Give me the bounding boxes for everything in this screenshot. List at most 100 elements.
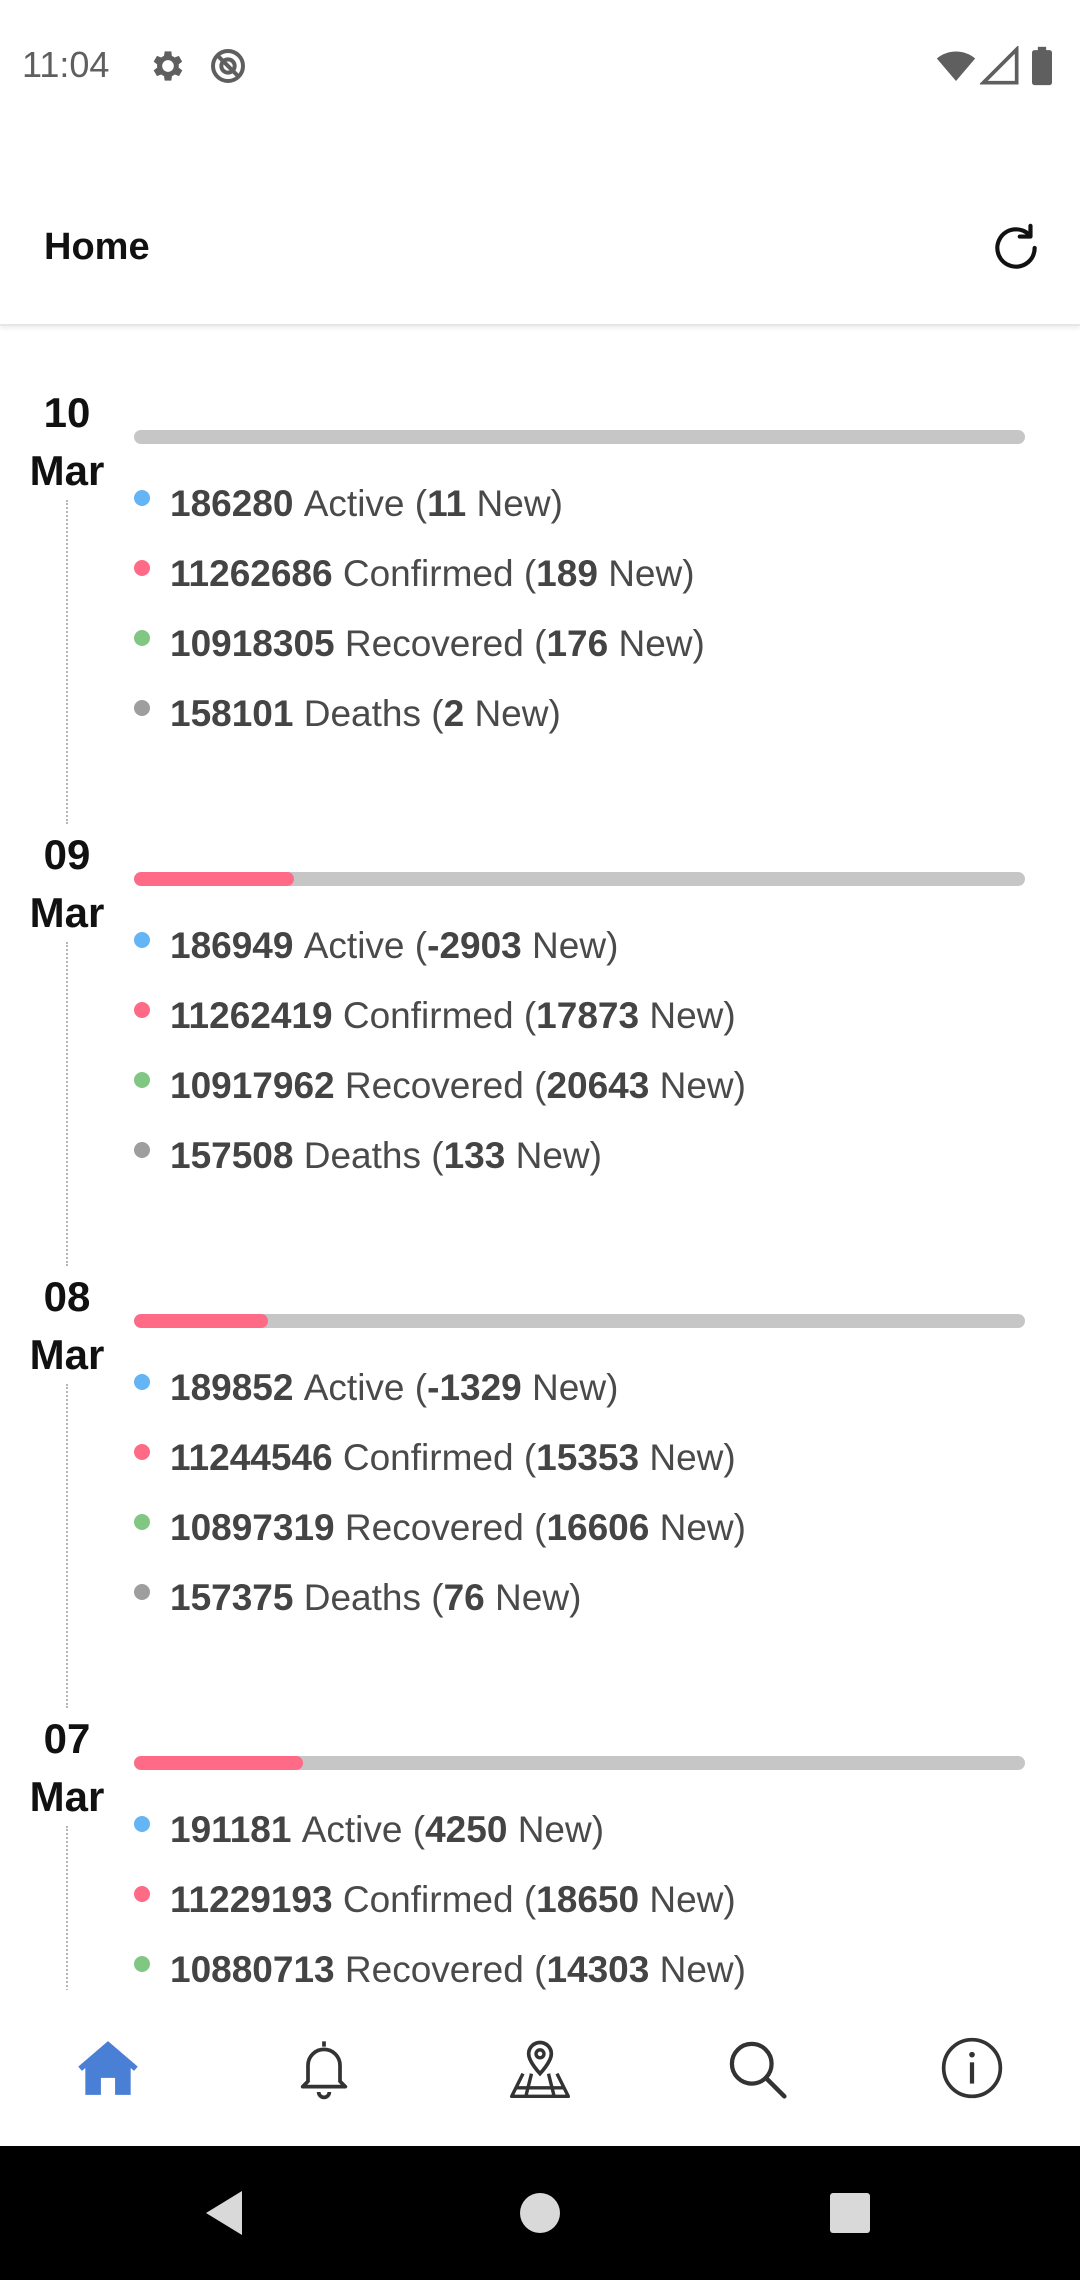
- stat-active: 186949 Active (-2903 New): [134, 918, 618, 974]
- system-back-button[interactable]: [192, 2181, 256, 2245]
- no-sim-icon: [208, 46, 248, 86]
- back-icon: [206, 2191, 242, 2235]
- stat-value: 11262686: [170, 553, 333, 594]
- stat-active: 191181 Active (4250 New): [134, 1802, 604, 1858]
- confirmed-dot-icon: [134, 560, 150, 576]
- stat-new-suffix: New: [618, 623, 693, 664]
- stat-value: 186949: [170, 925, 294, 966]
- progress-bar: [134, 1756, 1025, 1770]
- stat-value: 10917962: [170, 1065, 335, 1106]
- timeline-connector: [66, 942, 68, 1266]
- stat-label: Deaths: [303, 1135, 421, 1176]
- bell-icon: [300, 2041, 348, 2100]
- stat-deaths: 157375 Deaths (76 New): [134, 1570, 581, 1626]
- stat-label: Active: [301, 1809, 403, 1850]
- status-time: 11:04: [22, 44, 110, 85]
- gear-icon: [148, 46, 188, 86]
- stat-label: Active: [303, 1367, 405, 1408]
- stat-value: 189852: [170, 1367, 294, 1408]
- date-day: 08: [43, 1273, 91, 1320]
- stat-new: 133: [443, 1135, 506, 1176]
- system-home-button[interactable]: [508, 2181, 572, 2245]
- timeline-list[interactable]: 10 Mar 186280 Active (11 New) 11262686 C…: [0, 326, 1080, 1990]
- stat-label: Deaths: [303, 693, 421, 734]
- date-label: 09 Mar: [0, 826, 134, 942]
- stat-confirmed: 11244546 Confirmed (15353 New): [134, 1430, 736, 1486]
- stat-recovered: 10897319 Recovered (16606 New): [134, 1500, 746, 1556]
- date-label: 10 Mar: [0, 384, 134, 500]
- stat-new-suffix: New: [532, 1367, 607, 1408]
- date-day: 10: [43, 389, 91, 436]
- stat-label: Confirmed: [342, 995, 514, 1036]
- stat-value: 191181: [170, 1809, 292, 1850]
- stat-value: 10918305: [170, 623, 335, 664]
- page-title: Home: [44, 226, 150, 268]
- info-icon: [941, 2037, 1003, 2099]
- date-day: 07: [43, 1715, 91, 1762]
- active-dot-icon: [134, 932, 150, 948]
- stat-label: Active: [303, 925, 405, 966]
- recovered-dot-icon: [134, 1514, 150, 1530]
- stat-value: 10880713: [170, 1949, 335, 1990]
- status-bar: 11:04: [0, 0, 1080, 134]
- progress-bar: [134, 430, 1025, 444]
- stat-deaths: 158101 Deaths (2 New): [134, 686, 561, 742]
- nav-info[interactable]: [864, 1990, 1080, 2146]
- stat-new-suffix: New: [495, 1577, 570, 1618]
- nav-home[interactable]: [0, 1990, 216, 2146]
- search-icon: [729, 2041, 787, 2099]
- system-nav-bar: [0, 2146, 1080, 2280]
- stat-confirmed: 11229193 Confirmed (18650 New): [134, 1872, 736, 1928]
- stat-new: -2903: [427, 925, 522, 966]
- stat-label: Confirmed: [342, 1437, 514, 1478]
- stat-new-suffix: New: [515, 1135, 590, 1176]
- stat-confirmed: 11262419 Confirmed (17873 New): [134, 988, 736, 1044]
- timeline-connector: [66, 500, 68, 824]
- stat-new: 189: [536, 553, 598, 594]
- nav-search[interactable]: [648, 1990, 864, 2146]
- stat-new: 2: [443, 693, 465, 734]
- stat-new-suffix: New: [608, 553, 683, 594]
- refresh-button[interactable]: [984, 216, 1048, 280]
- nav-map[interactable]: [432, 1990, 648, 2146]
- date-month: Mar: [29, 889, 105, 936]
- stat-value: 186280: [170, 483, 294, 524]
- stat-new-suffix: New: [659, 1949, 734, 1990]
- progress-bar: [134, 1314, 1025, 1328]
- stat-new: 16606: [546, 1507, 650, 1548]
- bottom-nav: [0, 1990, 1080, 2146]
- stat-value: 157508: [170, 1135, 294, 1176]
- active-dot-icon: [134, 1374, 150, 1390]
- stat-new-suffix: New: [649, 1437, 724, 1478]
- date-month: Mar: [29, 1773, 105, 1820]
- stat-new-suffix: New: [517, 1809, 592, 1850]
- stat-new: -1329: [427, 1367, 522, 1408]
- day-entry[interactable]: 09 Mar 186949 Active (-2903 New) 1126241…: [0, 768, 1080, 1266]
- stat-new-suffix: New: [659, 1507, 734, 1548]
- stat-value: 11244546: [170, 1437, 333, 1478]
- home-icon: [78, 2041, 138, 2095]
- recovered-dot-icon: [134, 630, 150, 646]
- stat-new: 14303: [546, 1949, 650, 1990]
- day-entry[interactable]: 08 Mar 189852 Active (-1329 New) 1124454…: [0, 1210, 1080, 1708]
- cell-signal-icon: [978, 44, 1020, 86]
- nav-notifications[interactable]: [216, 1990, 432, 2146]
- day-entry[interactable]: 10 Mar 186280 Active (11 New) 11262686 C…: [0, 326, 1080, 824]
- stat-label: Recovered: [344, 1065, 524, 1106]
- date-month: Mar: [29, 1331, 105, 1378]
- recents-icon: [830, 2193, 870, 2233]
- stat-value: 158101: [170, 693, 294, 734]
- stat-new: 15353: [536, 1437, 640, 1478]
- stat-new-suffix: New: [532, 925, 607, 966]
- progress-fill: [134, 1756, 304, 1770]
- day-entry[interactable]: 07 Mar 191181 Active (4250 New) 11229193…: [0, 1652, 1080, 1990]
- home-circle-icon: [520, 2193, 560, 2233]
- system-recents-button[interactable]: [818, 2181, 882, 2245]
- active-dot-icon: [134, 490, 150, 506]
- recovered-dot-icon: [134, 1956, 150, 1972]
- stat-recovered: 10917962 Recovered (20643 New): [134, 1058, 746, 1114]
- progress-fill: [134, 872, 295, 886]
- stat-new: 18650: [536, 1879, 640, 1920]
- active-dot-icon: [134, 1816, 150, 1832]
- stat-new-suffix: New: [659, 1065, 734, 1106]
